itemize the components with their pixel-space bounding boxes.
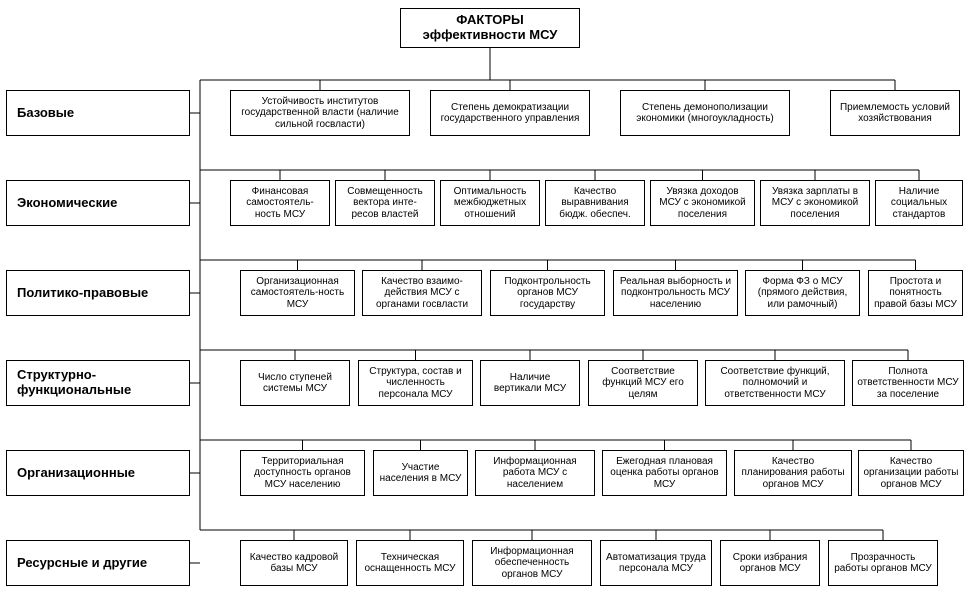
item-pol-4: Форма ФЗ о МСУ (прямого действия, или ра… — [745, 270, 860, 316]
category-struct: Структурно-функциональные — [6, 360, 190, 406]
category-res: Ресурсные и другие — [6, 540, 190, 586]
item-econ-3: Качество выравнивания бюдж. обеспеч. — [545, 180, 645, 226]
item-pol-0: Организационная самостоятель-ность МСУ — [240, 270, 355, 316]
item-struct-5: Полнота ответственности МСУ за поселение — [852, 360, 964, 406]
item-econ-0: Финансовая самостоятель-ность МСУ — [230, 180, 330, 226]
item-res-5: Прозрачность работы органов МСУ — [828, 540, 938, 586]
item-struct-2: Наличие вертикали МСУ — [480, 360, 580, 406]
item-res-4: Сроки избрания органов МСУ — [720, 540, 820, 586]
item-pol-1: Качество взаимо-действия МСУ с органами … — [362, 270, 482, 316]
category-base: Базовые — [6, 90, 190, 136]
item-struct-3: Соответствие функций МСУ его целям — [588, 360, 698, 406]
diagram-canvas: ФАКТОРЫэффективности МСУ Базовые Устойчиво… — [0, 0, 970, 607]
item-pol-3: Реальная выборность и подконтрольность М… — [613, 270, 738, 316]
item-econ-5: Увязка зарплаты в МСУ с экономикой посел… — [760, 180, 870, 226]
item-pol-5: Простота и понятность правой базы МСУ — [868, 270, 963, 316]
item-base-1: Степень демократизации государственного … — [430, 90, 590, 136]
item-org-0: Территориальная доступность органов МСУ … — [240, 450, 365, 496]
category-org: Организационные — [6, 450, 190, 496]
item-econ-4: Увязка доходов МСУ с экономикой поселени… — [650, 180, 755, 226]
item-res-3: Автоматизация труда персонала МСУ — [600, 540, 712, 586]
item-base-2: Степень демонополизации экономики (много… — [620, 90, 790, 136]
item-res-2: Информационная обеспеченность органов МС… — [472, 540, 592, 586]
item-struct-4: Соответствие функций, полномочий и ответ… — [705, 360, 845, 406]
category-econ: Экономические — [6, 180, 190, 226]
item-org-2: Информационная работа МСУ с населением — [475, 450, 595, 496]
item-org-4: Качество планирования работы органов МСУ — [734, 450, 852, 496]
item-org-5: Качество организации работы органов МСУ — [858, 450, 964, 496]
item-base-0: Устойчивость институтов государственной … — [230, 90, 410, 136]
item-res-0: Качество кадровой базы МСУ — [240, 540, 348, 586]
item-base-3: Приемлемость условий хозяйствования — [830, 90, 960, 136]
item-econ-2: Оптимальность межбюджетных отношений — [440, 180, 540, 226]
item-econ-6: Наличие социальных стандартов — [875, 180, 963, 226]
item-res-1: Техническая оснащенность МСУ — [356, 540, 464, 586]
item-pol-2: Подконтрольность органов МСУ государству — [490, 270, 605, 316]
item-org-1: Участие населения в МСУ — [373, 450, 468, 496]
item-org-3: Ежегодная плановая оценка работы органов… — [602, 450, 727, 496]
item-econ-1: Совмещенность вектора инте-ресов властей — [335, 180, 435, 226]
category-pol: Политико-правовые — [6, 270, 190, 316]
item-struct-0: Число ступеней системы МСУ — [240, 360, 350, 406]
root-title: ФАКТОРЫэффективности МСУ — [400, 8, 580, 48]
item-struct-1: Структура, состав и численность персонал… — [358, 360, 473, 406]
